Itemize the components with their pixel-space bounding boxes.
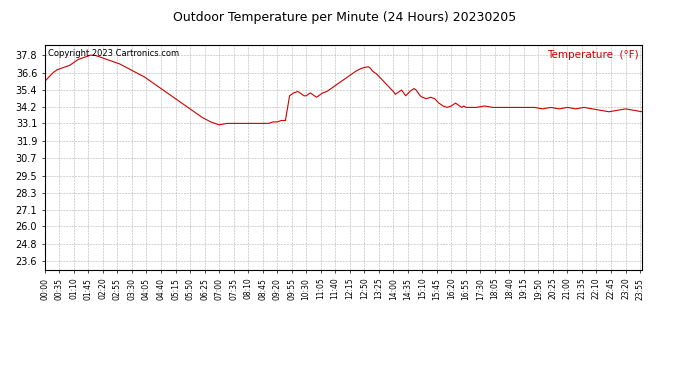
Text: Copyright 2023 Cartronics.com: Copyright 2023 Cartronics.com bbox=[48, 50, 179, 58]
Text: Temperature  (°F): Temperature (°F) bbox=[547, 50, 639, 60]
Text: Outdoor Temperature per Minute (24 Hours) 20230205: Outdoor Temperature per Minute (24 Hours… bbox=[173, 11, 517, 24]
